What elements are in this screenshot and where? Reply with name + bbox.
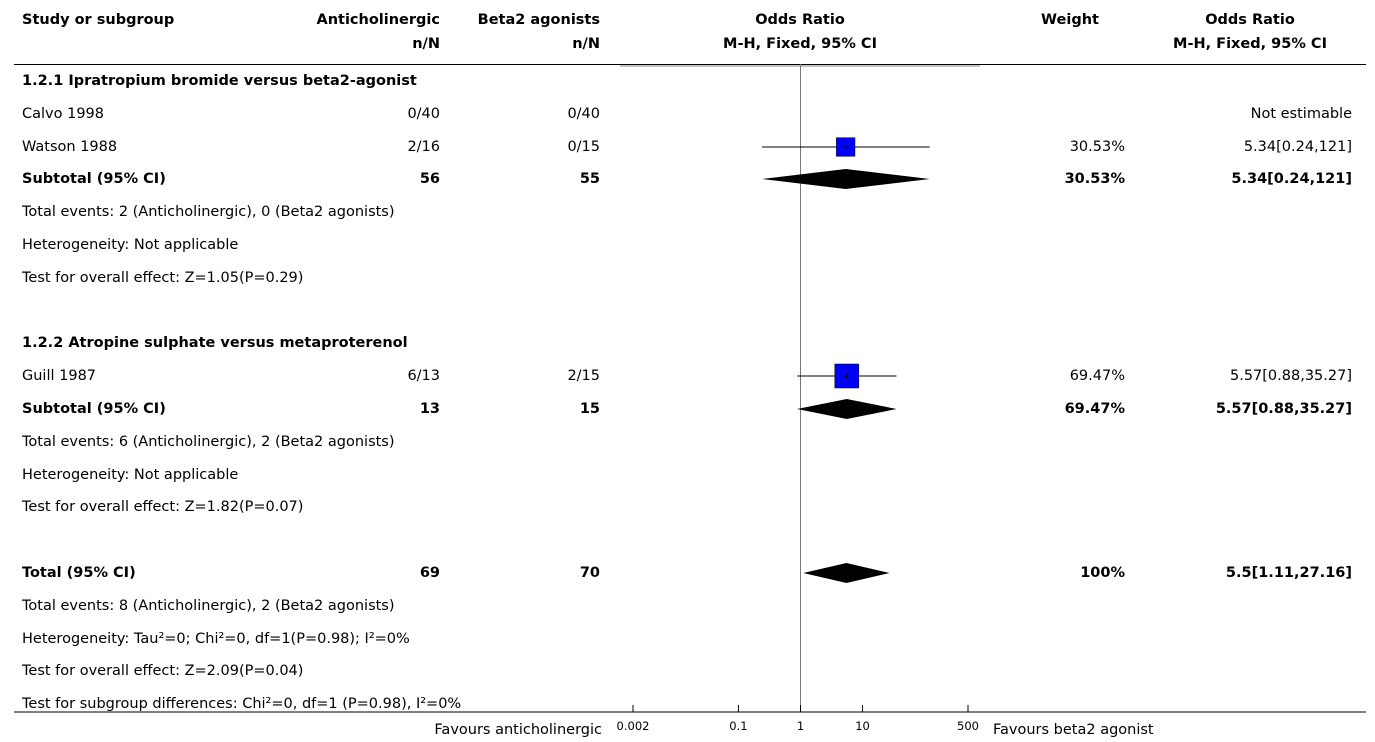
pooled-estimate-diamond <box>797 399 897 419</box>
row-label: Total events: 2 (Anticholinergic), 0 (Be… <box>22 204 395 220</box>
axis-tick-label: 1 <box>797 719 804 733</box>
row-ci: 5.57[0.88,35.27] <box>1229 368 1352 384</box>
row-label: 1.2.2 Atropine sulphate versus metaprote… <box>22 335 408 351</box>
row-label: Heterogeneity: Not applicable <box>22 467 239 483</box>
axis-tick-label: 500 <box>957 719 979 733</box>
row-control: 55 <box>579 171 600 187</box>
row-label: Test for overall effect: Z=1.05(P=0.29) <box>22 270 304 286</box>
row-experimental: 69 <box>419 565 440 581</box>
header-control: Beta2 agonists <box>477 12 600 28</box>
row-weight: 100% <box>1080 565 1125 581</box>
axis-tick-label: 0.002 <box>617 719 650 733</box>
row-control: 0/40 <box>567 106 600 122</box>
pooled-estimate-diamond <box>803 563 890 583</box>
row-control: 70 <box>579 565 600 581</box>
axis-tick-label: 10 <box>855 719 870 733</box>
row-experimental: 6/13 <box>407 368 440 384</box>
row-label: Heterogeneity: Not applicable <box>22 237 239 253</box>
header-weight: Weight <box>1041 12 1099 28</box>
header-control-sub: n/N <box>572 36 600 52</box>
row-weight: 69.47% <box>1069 368 1125 384</box>
row-experimental: 13 <box>419 401 440 417</box>
row-experimental: 2/16 <box>407 139 440 155</box>
row-label: Watson 1988 <box>22 139 118 155</box>
header-study: Study or subgroup <box>22 12 175 28</box>
header-experimental-sub: n/N <box>412 36 440 52</box>
pooled-estimate-diamond <box>762 169 930 189</box>
row-ci: 5.34[0.24,121] <box>1231 171 1352 187</box>
row-label: Total (95% CI) <box>22 565 136 581</box>
row-weight: 69.47% <box>1064 401 1125 417</box>
row-label: 1.2.1 Ipratropium bromide versus beta2-a… <box>22 73 417 89</box>
row-label: Calvo 1998 <box>22 106 105 122</box>
row-control: 2/15 <box>567 368 600 384</box>
row-label: Test for overall effect: Z=2.09(P=0.04) <box>22 663 304 679</box>
header-experimental: Anticholinergic <box>316 12 440 28</box>
row-weight: 30.53% <box>1069 139 1125 155</box>
header-odds-ratio-2-method: M-H, Fixed, 95% CI <box>1173 36 1327 52</box>
row-experimental: 56 <box>419 171 440 187</box>
row-label: Total events: 6 (Anticholinergic), 2 (Be… <box>22 434 395 450</box>
favours-right-label: Favours beta2 agonist <box>993 722 1154 738</box>
row-label: Total events: 8 (Anticholinergic), 2 (Be… <box>22 598 395 614</box>
row-ci: 5.34[0.24,121] <box>1243 139 1352 155</box>
row-label: Test for overall effect: Z=1.82(P=0.07) <box>22 499 304 515</box>
row-label: Test for subgroup differences: Chi²=0, d… <box>22 696 462 712</box>
row-ci: 5.57[0.88,35.27] <box>1215 401 1352 417</box>
row-label: Subtotal (95% CI) <box>22 401 166 417</box>
row-ci: Not estimable <box>1250 106 1352 122</box>
header-odds-ratio-2: Odds Ratio <box>1205 12 1295 28</box>
favours-left-label: Favours anticholinergic <box>434 722 602 738</box>
row-ci: 5.5[1.11,27.16] <box>1225 565 1352 581</box>
header-rule <box>14 64 1366 65</box>
header-odds-ratio-method: M-H, Fixed, 95% CI <box>723 36 877 52</box>
row-experimental: 0/40 <box>407 106 440 122</box>
row-label: Subtotal (95% CI) <box>22 171 166 187</box>
row-label: Heterogeneity: Tau²=0; Chi²=0, df=1(P=0.… <box>22 631 410 647</box>
row-label: Guill 1987 <box>22 368 97 384</box>
header-odds-ratio: Odds Ratio <box>755 12 845 28</box>
axis-tick-label: 0.1 <box>729 719 747 733</box>
row-control: 15 <box>579 401 600 417</box>
row-control: 0/15 <box>567 139 600 155</box>
row-weight: 30.53% <box>1064 171 1125 187</box>
study-weight-box <box>834 363 860 389</box>
